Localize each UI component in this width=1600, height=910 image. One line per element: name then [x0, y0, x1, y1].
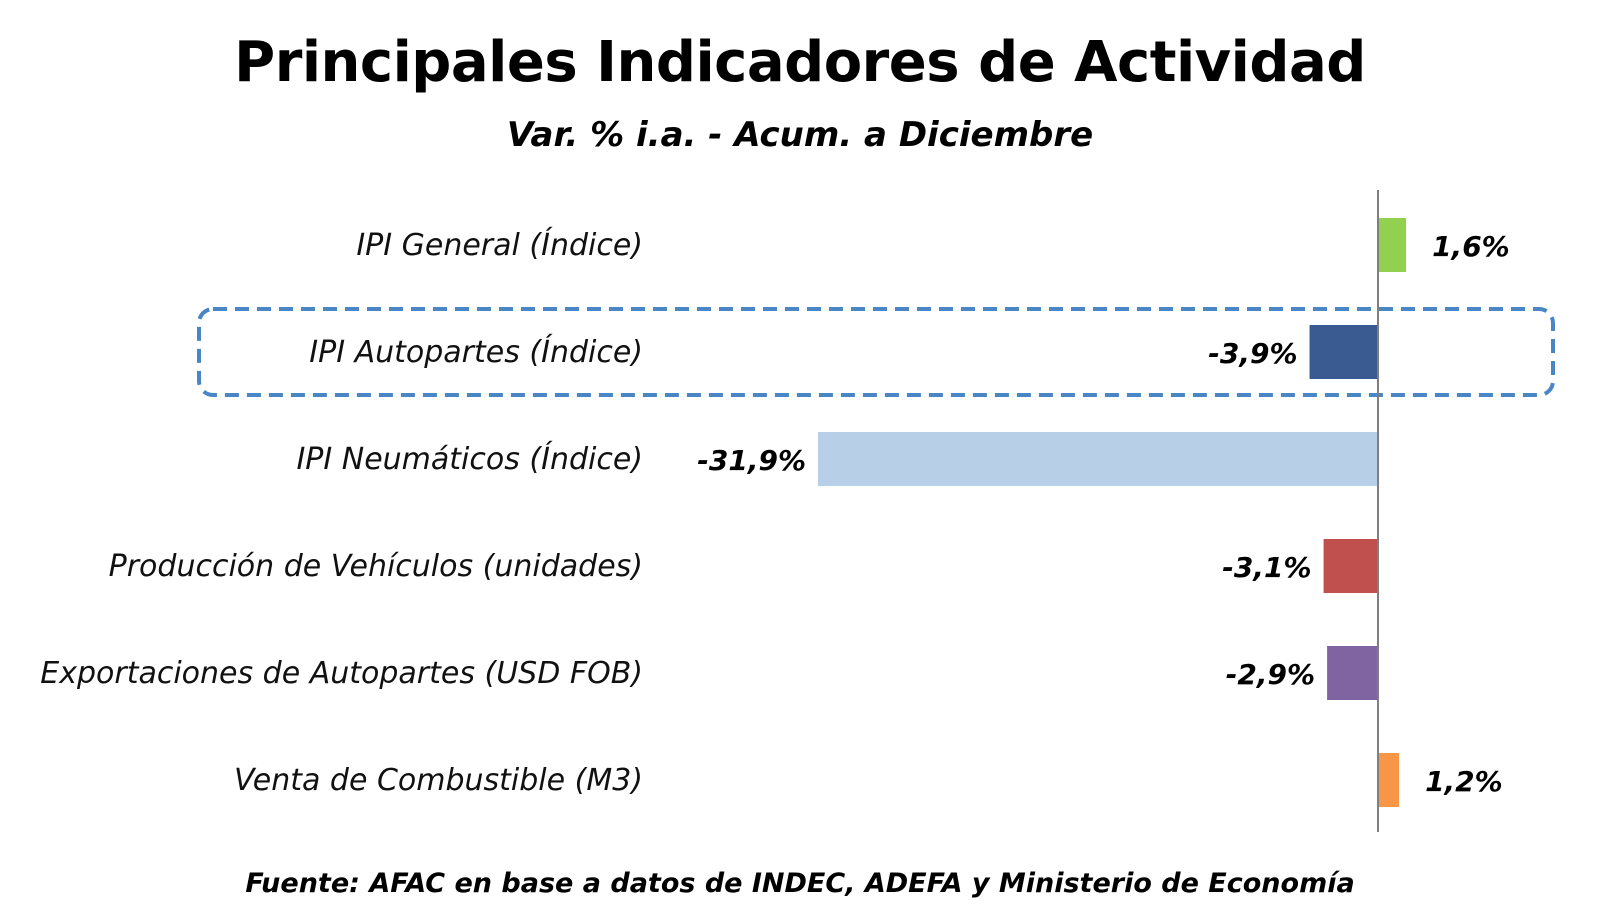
data-label: -31,9%	[697, 444, 806, 477]
data-label: 1,6%	[1432, 230, 1510, 263]
highlight-box	[197, 307, 1555, 397]
category-label: IPI Neumáticos (Índice)	[296, 441, 643, 477]
category-label: IPI General (Índice)	[356, 227, 643, 263]
bar	[1378, 218, 1407, 272]
bar	[818, 432, 1378, 486]
data-label: -2,9%	[1226, 658, 1315, 691]
bar	[1378, 753, 1400, 807]
chart-title: Principales Indicadores de Actividad	[234, 30, 1366, 95]
data-label: -3,1%	[1222, 551, 1311, 584]
chart-subtitle: Var. % i.a. - Acum. a Diciembre	[506, 115, 1094, 155]
data-label: -3,9%	[1208, 337, 1297, 370]
data-label: 1,2%	[1425, 765, 1503, 798]
category-label: IPI Autopartes (Índice)	[309, 334, 643, 370]
category-label: Venta de Combustible (M3)	[234, 763, 643, 798]
category-label: Producción de Vehículos (unidades)	[109, 549, 643, 584]
bar	[1323, 539, 1378, 593]
chart-source: Fuente: AFAC en base a datos de INDEC, A…	[245, 868, 1355, 899]
bar	[1309, 325, 1378, 379]
category-label: Exportaciones de Autopartes (USD FOB)	[40, 656, 643, 691]
bar	[1327, 646, 1378, 700]
